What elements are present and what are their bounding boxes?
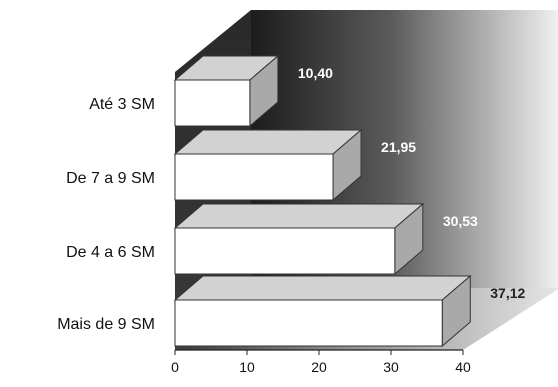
category-label: Até 3 SM — [89, 96, 155, 113]
bar — [173, 202, 425, 276]
bar — [173, 128, 363, 202]
bar-front-face — [174, 79, 251, 127]
x-tick-label: 0 — [171, 359, 179, 375]
bar-top-face — [173, 275, 472, 301]
x-axis: 0 10 20 30 40 — [171, 349, 471, 375]
data-label: 30,53 — [443, 213, 478, 229]
category-labels: 10,40 Até 3 SM 21,95 De 7 a 9 SM 30,53 De 4 a… — [57, 65, 525, 333]
x-tick-label: 20 — [311, 359, 327, 375]
bars-group — [173, 54, 472, 348]
category-label: Mais de 9 SM — [57, 316, 155, 333]
bar — [173, 274, 472, 348]
x-tick-label: 40 — [455, 359, 471, 375]
bar — [173, 54, 280, 128]
data-label: 37,12 — [490, 285, 525, 301]
bar-front-face — [174, 227, 396, 275]
bar-front-face — [174, 299, 443, 347]
x-tick-label: 30 — [383, 359, 399, 375]
x-tick-label: 10 — [239, 359, 255, 375]
bar-top-face — [173, 129, 363, 155]
data-label: 10,40 — [298, 65, 333, 81]
category-label: De 4 a 6 SM — [66, 244, 155, 261]
category-label: De 7 a 9 SM — [66, 170, 155, 187]
bar-front-face — [174, 153, 334, 201]
data-label: 21,95 — [381, 139, 416, 155]
bar-top-face — [173, 203, 425, 229]
